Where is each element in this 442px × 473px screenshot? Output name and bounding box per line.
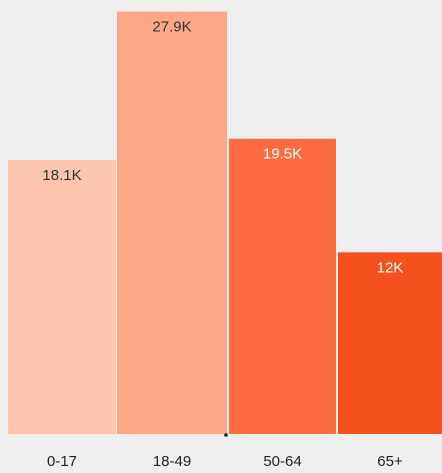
axis-marker-dot: [224, 433, 228, 437]
x-tick-labels-group: 0-17 18-49 50-64 65+: [47, 453, 403, 470]
x-tick-label-65+: 65+: [377, 453, 403, 470]
bars-group: [8, 11, 442, 435]
bar-18-49[interactable]: [117, 11, 227, 435]
bar-50-64[interactable]: [229, 138, 336, 434]
value-label-18-49: 27.9K: [152, 19, 191, 36]
x-tick-label-0-17: 0-17: [47, 453, 77, 470]
value-label-0-17: 18.1K: [42, 167, 81, 184]
bar-65+[interactable]: [338, 252, 442, 434]
x-tick-label-50-64: 50-64: [263, 453, 301, 470]
bar-0-17[interactable]: [8, 159, 116, 434]
value-label-50-64: 19.5K: [263, 146, 302, 163]
x-tick-label-18-49: 18-49: [153, 453, 191, 470]
value-label-65+: 12K: [377, 259, 404, 276]
value-labels-group: 18.1K 27.9K 19.5K 12K: [42, 19, 403, 277]
